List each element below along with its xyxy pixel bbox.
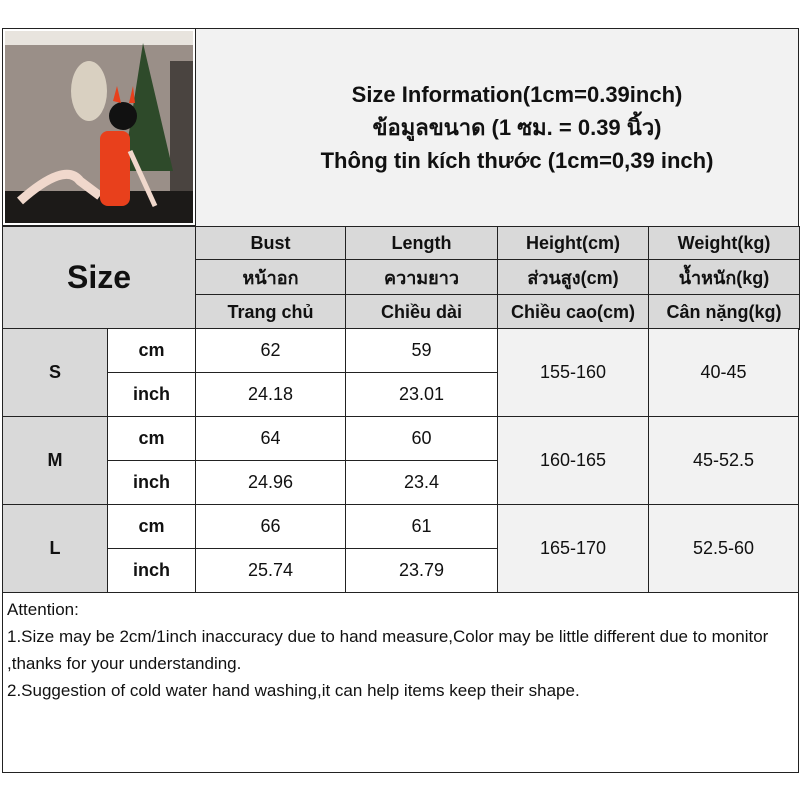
bust-inch: 25.74	[195, 548, 346, 593]
weight-range: 45-52.5	[648, 416, 799, 505]
size-info-title: Size Information(1cm=0.39inch) ข้อมูลขนา…	[195, 28, 799, 227]
title-vietnamese: Thông tin kích thước (1cm=0,39 inch)	[320, 148, 714, 173]
height-range: 155-160	[497, 328, 649, 417]
bust-inch: 24.18	[195, 372, 346, 417]
attention-notes: Attention: 1.Size may be 2cm/1inch inacc…	[2, 592, 799, 773]
bust-cm: 62	[195, 328, 346, 373]
column-header: Weight(kg)	[648, 226, 800, 260]
length-inch: 23.79	[345, 548, 498, 593]
column-header: Bust	[195, 226, 346, 260]
size-label-L: L	[2, 504, 108, 593]
unit-inch: inch	[107, 460, 196, 505]
unit-inch: inch	[107, 372, 196, 417]
column-header: Chiều cao(cm)	[497, 294, 649, 330]
length-inch: 23.4	[345, 460, 498, 505]
bust-cm: 66	[195, 504, 346, 549]
column-header: Trang chủ	[195, 294, 346, 330]
column-header: หน้าอก	[195, 259, 346, 295]
column-header: Chiều dài	[345, 294, 498, 330]
bust-cm: 64	[195, 416, 346, 461]
length-cm: 61	[345, 504, 498, 549]
column-header: Length	[345, 226, 498, 260]
length-inch: 23.01	[345, 372, 498, 417]
size-label-S: S	[2, 328, 108, 417]
weight-range: 52.5-60	[648, 504, 799, 593]
title-english: Size Information(1cm=0.39inch)	[351, 82, 683, 107]
unit-cm: cm	[107, 504, 196, 549]
column-header: ส่วนสูง(cm)	[497, 259, 649, 295]
height-range: 165-170	[497, 504, 649, 593]
product-photo-image	[5, 31, 193, 223]
column-header: Cân nặng(kg)	[648, 294, 800, 330]
unit-cm: cm	[107, 328, 196, 373]
bust-inch: 24.96	[195, 460, 346, 505]
attention-line-1: 1.Size may be 2cm/1inch inaccuracy due t…	[7, 627, 769, 673]
column-header: Height(cm)	[497, 226, 649, 260]
weight-range: 40-45	[648, 328, 799, 417]
size-label-M: M	[2, 416, 108, 505]
column-header: ความยาว	[345, 259, 498, 295]
column-header: น้ำหนัก(kg)	[648, 259, 800, 295]
title-thai: ข้อมูลขนาด (1 ซม. = 0.39 นิ้ว)	[372, 115, 662, 140]
attention-heading: Attention:	[7, 600, 79, 619]
product-photo	[2, 28, 196, 226]
height-range: 160-165	[497, 416, 649, 505]
size-header: Size	[2, 226, 196, 329]
length-cm: 60	[345, 416, 498, 461]
attention-line-2: 2.Suggestion of cold water hand washing,…	[7, 681, 580, 700]
length-cm: 59	[345, 328, 498, 373]
unit-inch: inch	[107, 548, 196, 593]
unit-cm: cm	[107, 416, 196, 461]
